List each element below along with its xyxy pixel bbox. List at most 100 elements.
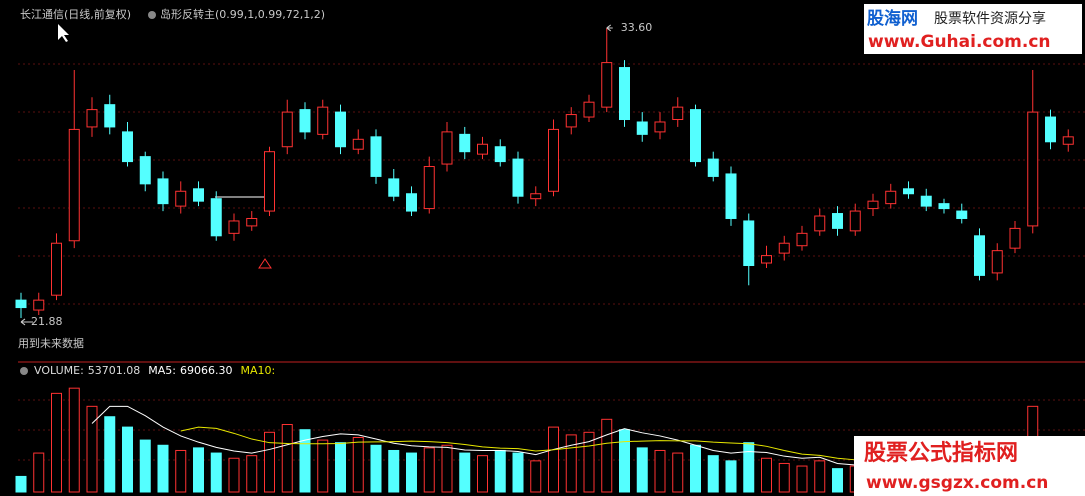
candle-body xyxy=(778,242,790,254)
watermark-box xyxy=(854,436,1085,496)
volume-bar xyxy=(246,455,258,493)
volume-bar xyxy=(86,405,98,493)
volume-bar xyxy=(175,449,187,493)
volume-bar xyxy=(725,460,737,493)
volume-bar xyxy=(352,436,364,493)
volume-bar xyxy=(299,429,311,493)
watermark-brand: 股海网 xyxy=(867,8,918,29)
candle-body xyxy=(157,178,169,205)
volume-bar xyxy=(335,442,346,493)
candle-body xyxy=(920,195,932,207)
signal-triangle xyxy=(258,258,272,269)
candle-body xyxy=(690,109,701,163)
legend-value: 53701.08 xyxy=(88,364,141,377)
candle-body xyxy=(601,62,613,108)
candle-body xyxy=(15,299,27,309)
candle-body xyxy=(956,210,968,219)
legend-name: VOLUME: xyxy=(34,364,84,377)
volume-bar xyxy=(317,439,329,493)
volume-bar xyxy=(459,452,471,493)
volume-bar xyxy=(15,475,27,493)
volume-bar xyxy=(193,447,204,493)
volume-bar xyxy=(743,442,755,493)
volume-bar xyxy=(370,444,382,493)
candle-body xyxy=(814,215,826,232)
volume-bar xyxy=(512,452,524,493)
volume-bar xyxy=(228,457,240,493)
volume-bar xyxy=(690,444,701,493)
candle-body xyxy=(583,101,595,118)
volume-bar xyxy=(157,444,169,493)
candle-body xyxy=(441,131,453,165)
candle-body xyxy=(565,114,577,128)
candle-body xyxy=(849,210,861,232)
volume-bar xyxy=(814,460,826,493)
candle-body xyxy=(867,200,879,210)
volume-bar xyxy=(672,452,684,493)
volume-bar xyxy=(68,387,80,493)
volume-bar xyxy=(264,431,275,493)
candle-body xyxy=(619,67,630,121)
candle-body xyxy=(352,138,364,150)
candle-body xyxy=(335,111,346,148)
volume-icon xyxy=(20,367,28,375)
candle-body xyxy=(139,156,151,185)
volume-bar xyxy=(548,426,559,493)
candle-body xyxy=(796,232,808,247)
chart-title: 长江通信(日线,前复权) xyxy=(20,7,131,21)
candle-body xyxy=(104,104,116,128)
candle-body xyxy=(707,158,719,177)
watermark-box xyxy=(864,4,1082,54)
candle-body xyxy=(477,143,488,155)
indicator-icon xyxy=(148,11,156,19)
volume-bar xyxy=(565,434,577,493)
volume-bar xyxy=(477,455,488,493)
candle-body xyxy=(636,121,648,135)
candle-body xyxy=(1062,136,1074,145)
volume-bar xyxy=(601,418,613,493)
volume-bar xyxy=(707,455,719,493)
volume-bar xyxy=(494,449,506,493)
volume-bar xyxy=(104,416,116,493)
watermark-bottom: 股票公式指标网 www.gsgzx.com.cn xyxy=(854,436,1085,496)
candle-body xyxy=(264,151,275,212)
candle-body xyxy=(1045,116,1056,143)
candle-body xyxy=(494,146,506,163)
candle-body xyxy=(317,106,329,135)
volume-bar xyxy=(761,457,772,493)
volume-bar xyxy=(210,452,222,493)
candle-body xyxy=(246,217,258,227)
candle-body xyxy=(175,190,187,207)
watermark-brand: 股票公式指标网 xyxy=(864,440,1018,466)
legend-name: MA5: xyxy=(148,364,176,377)
candle-body xyxy=(991,250,1003,274)
candle-body xyxy=(548,128,559,192)
volume-bar xyxy=(654,449,666,493)
volume-bar xyxy=(281,424,293,493)
candle-body xyxy=(885,190,897,205)
volume-bar xyxy=(619,429,630,493)
volume-bar xyxy=(583,431,595,493)
candle-body xyxy=(210,198,222,237)
note: 用到未来数据 xyxy=(18,336,84,350)
candle-body xyxy=(299,109,311,133)
volume-bar xyxy=(778,462,790,493)
legend-name: MA10: xyxy=(241,364,276,377)
candle-body xyxy=(228,220,240,234)
volume-bar xyxy=(441,444,453,493)
annotation-arrow xyxy=(20,318,33,326)
candle-body xyxy=(761,255,772,264)
candle-body xyxy=(406,193,417,212)
candle-body xyxy=(51,242,62,296)
annotation-label: 33.60 xyxy=(621,21,653,34)
candle-body xyxy=(423,166,435,210)
candle-body xyxy=(193,188,204,202)
candle-body xyxy=(743,220,755,266)
candle-body xyxy=(388,178,400,197)
watermark-slogan: 股票软件资源分享 xyxy=(934,10,1046,27)
watermark-url: www.Guhai.com.cn xyxy=(868,32,1051,52)
volume-bar xyxy=(388,449,400,493)
candle-body xyxy=(1027,111,1039,227)
